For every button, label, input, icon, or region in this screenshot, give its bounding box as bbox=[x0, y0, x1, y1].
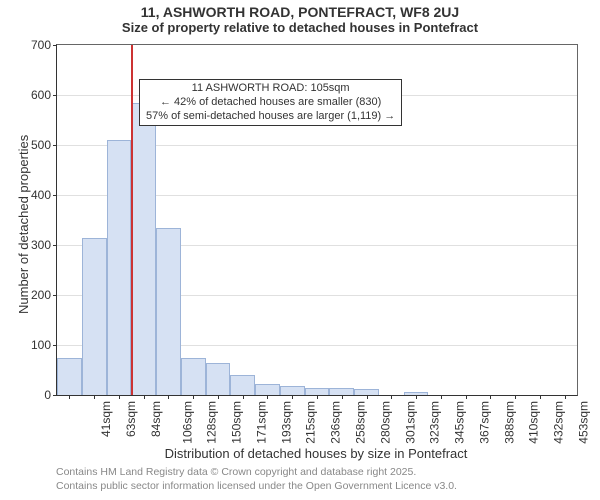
x-tick-label: 84sqm bbox=[149, 401, 163, 437]
x-axis-label: Distribution of detached houses by size … bbox=[56, 446, 576, 461]
x-tick-label: 193sqm bbox=[279, 401, 293, 444]
y-tick-label: 300 bbox=[31, 238, 57, 252]
x-tick-mark bbox=[168, 395, 169, 399]
x-tick-mark bbox=[243, 395, 244, 399]
y-tick-label: 500 bbox=[31, 138, 57, 152]
bar bbox=[280, 386, 305, 395]
x-tick-label: 345sqm bbox=[453, 401, 467, 444]
plot-area: 010020030040050060070041sqm63sqm84sqm106… bbox=[56, 44, 578, 396]
bar bbox=[255, 384, 280, 395]
x-tick-label: 215sqm bbox=[304, 401, 318, 444]
x-tick-label: 410sqm bbox=[527, 401, 541, 444]
chart-subtitle: Size of property relative to detached ho… bbox=[0, 20, 600, 35]
x-tick-label: 367sqm bbox=[478, 401, 492, 444]
y-tick-label: 0 bbox=[44, 388, 57, 402]
bar bbox=[329, 388, 354, 396]
x-tick-label: 323sqm bbox=[428, 401, 442, 444]
x-tick-label: 388sqm bbox=[502, 401, 516, 444]
x-tick-mark bbox=[416, 395, 417, 399]
bar bbox=[230, 375, 255, 395]
x-tick-mark bbox=[466, 395, 467, 399]
x-tick-label: 63sqm bbox=[124, 401, 138, 437]
x-tick-label: 280sqm bbox=[378, 401, 392, 444]
bar bbox=[181, 358, 206, 396]
x-tick-mark bbox=[391, 395, 392, 399]
x-tick-mark bbox=[94, 395, 95, 399]
y-tick-label: 600 bbox=[31, 88, 57, 102]
x-tick-mark bbox=[267, 395, 268, 399]
y-axis-label: Number of detached properties bbox=[16, 135, 31, 314]
x-tick-label: 432sqm bbox=[552, 401, 566, 444]
x-tick-mark bbox=[119, 395, 120, 399]
x-tick-mark bbox=[144, 395, 145, 399]
x-tick-label: 106sqm bbox=[180, 401, 194, 444]
x-tick-mark bbox=[193, 395, 194, 399]
marker-line bbox=[131, 45, 133, 395]
annotation-line: ← 42% of detached houses are smaller (83… bbox=[146, 96, 395, 110]
credits: Contains HM Land Registry data © Crown c… bbox=[56, 466, 457, 493]
x-tick-label: 41sqm bbox=[99, 401, 113, 437]
bar bbox=[57, 358, 82, 396]
bar bbox=[107, 140, 132, 395]
x-tick-label: 128sqm bbox=[205, 401, 219, 444]
x-tick-label: 171sqm bbox=[255, 401, 269, 444]
credits-line2: Contains public sector information licen… bbox=[56, 480, 457, 494]
x-tick-label: 236sqm bbox=[329, 401, 343, 444]
y-tick-label: 200 bbox=[31, 288, 57, 302]
x-tick-mark bbox=[317, 395, 318, 399]
bar bbox=[305, 388, 330, 396]
annotation-box: 11 ASHWORTH ROAD: 105sqm← 42% of detache… bbox=[139, 79, 402, 126]
x-tick-label: 258sqm bbox=[354, 401, 368, 444]
x-tick-mark bbox=[490, 395, 491, 399]
bar bbox=[82, 238, 107, 395]
bar bbox=[156, 228, 181, 396]
x-tick-mark bbox=[515, 395, 516, 399]
x-tick-mark bbox=[292, 395, 293, 399]
x-tick-mark bbox=[441, 395, 442, 399]
x-tick-label: 301sqm bbox=[403, 401, 417, 444]
x-tick-mark bbox=[367, 395, 368, 399]
credits-line1: Contains HM Land Registry data © Crown c… bbox=[56, 466, 457, 480]
bar bbox=[131, 103, 156, 396]
annotation-line: 57% of semi-detached houses are larger (… bbox=[146, 110, 395, 124]
x-tick-mark bbox=[540, 395, 541, 399]
x-tick-label: 453sqm bbox=[577, 401, 591, 444]
y-tick-label: 100 bbox=[31, 338, 57, 352]
bar bbox=[206, 363, 231, 396]
x-tick-mark bbox=[565, 395, 566, 399]
y-tick-label: 700 bbox=[31, 38, 57, 52]
x-tick-label: 150sqm bbox=[230, 401, 244, 444]
y-tick-label: 400 bbox=[31, 188, 57, 202]
chart-container: 11, ASHWORTH ROAD, PONTEFRACT, WF8 2UJ S… bbox=[0, 0, 600, 500]
annotation-line: 11 ASHWORTH ROAD: 105sqm bbox=[146, 82, 395, 96]
x-tick-mark bbox=[342, 395, 343, 399]
x-tick-mark bbox=[69, 395, 70, 399]
chart-title: 11, ASHWORTH ROAD, PONTEFRACT, WF8 2UJ bbox=[0, 0, 600, 20]
x-tick-mark bbox=[218, 395, 219, 399]
